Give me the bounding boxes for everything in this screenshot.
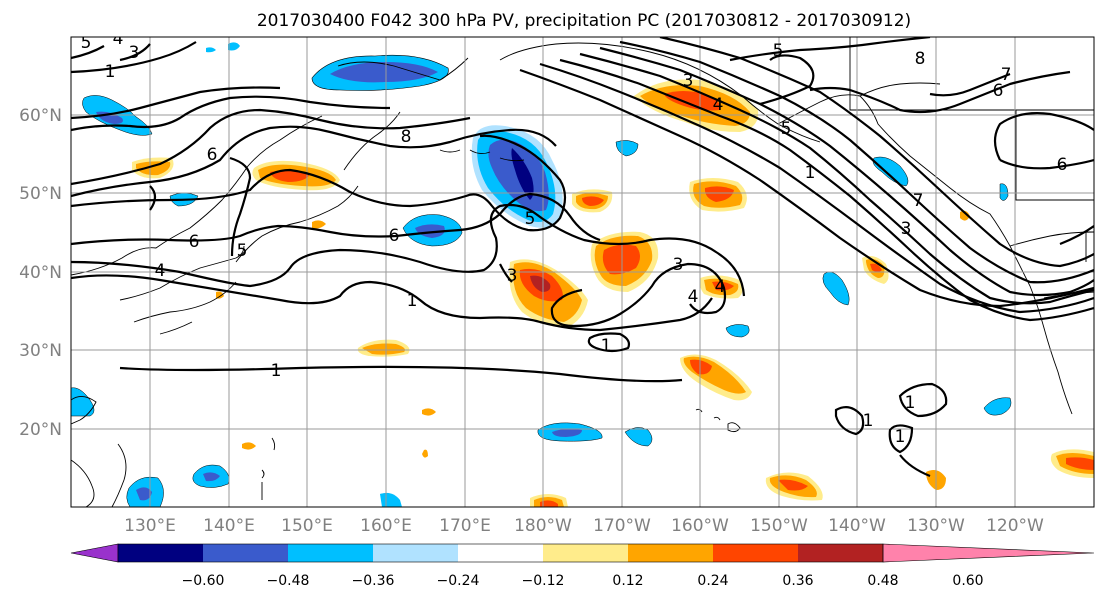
lon-label: 130°W [907, 516, 965, 536]
colorbar-tick-label: −0.36 [352, 573, 395, 589]
colorbar-tick-label: −0.24 [437, 573, 480, 589]
contour-label: 4 [688, 287, 699, 307]
lon-label: 140°E [203, 516, 255, 536]
lon-label: 170°W [593, 516, 651, 536]
colorbar-segment [543, 544, 628, 562]
lon-label: 170°E [439, 516, 491, 536]
contour-label: 7 [1001, 65, 1012, 85]
contour-label: 6 [207, 145, 218, 165]
colorbar-tick-label: 0.24 [697, 573, 728, 589]
contour-label: 3 [507, 266, 518, 286]
colorbar-segment [373, 544, 458, 562]
longitude-labels: 130°E 140°E 150°E 160°E 170°E 180°W 170°… [124, 516, 1044, 536]
contour-label: 1 [805, 163, 816, 183]
contour-label: 7 [913, 191, 924, 211]
lon-label: 160°E [360, 516, 412, 536]
colorbar-segment [798, 544, 883, 562]
lon-label: 150°W [750, 516, 808, 536]
map-frame [70, 36, 1095, 508]
contour-label: 8 [915, 49, 926, 69]
contour-label: 6 [189, 232, 200, 252]
colorbar-frame [117, 543, 884, 563]
contour-label: 5 [237, 241, 248, 261]
contour-label: 5 [773, 41, 784, 61]
colorbar-segment [288, 544, 373, 562]
colorbar-segment [118, 544, 203, 562]
colorbar-tick-label: −0.48 [267, 573, 310, 589]
colorbar: −0.60 −0.48 −0.36 −0.24 −0.12 0.12 0.24 … [70, 543, 1095, 589]
lat-label-40n: 40°N [19, 263, 62, 283]
colorbar-tick-label: 0.48 [867, 573, 898, 589]
colorbar-segment [458, 544, 543, 562]
contour-label: 1 [905, 393, 916, 413]
contour-label: 5 [525, 209, 536, 229]
lon-label: 160°W [671, 516, 729, 536]
precipitation-pc-shading [71, 42, 1094, 507]
lon-label: 150°E [281, 516, 333, 536]
map-panel: 5 4 3 1 6 5 4 6 8 6 7 6 5 4 3 1 7 5 3 8 [70, 29, 1095, 508]
contour-label: 4 [713, 95, 724, 115]
lat-label-30n: 30°N [19, 341, 62, 361]
contour-label: 3 [683, 71, 694, 91]
contour-label: 3 [129, 43, 140, 63]
colorbar-tick-label: 0.12 [612, 573, 643, 589]
contour-label: 1 [895, 427, 906, 447]
lon-label: 140°W [828, 516, 886, 536]
colorbar-segment [203, 544, 288, 562]
lat-label-60n: 60°N [19, 106, 62, 126]
colorbar-extend-min [70, 543, 119, 563]
lon-label: 120°W [986, 516, 1044, 536]
pv-contours [71, 37, 1094, 478]
lat-label-50n: 50°N [19, 184, 62, 204]
contour-label: 6 [993, 81, 1004, 101]
colorbar-segment [713, 544, 798, 562]
contour-label: 4 [113, 29, 124, 49]
contour-label: 3 [901, 219, 912, 239]
contour-label: 6 [1057, 155, 1068, 175]
lon-label: 130°E [124, 516, 176, 536]
contour-label: 5 [781, 119, 792, 139]
contour-label: 1 [407, 291, 418, 311]
contour-label: 4 [715, 277, 726, 297]
contour-label: 1 [271, 361, 282, 381]
contour-label: 1 [863, 411, 874, 431]
colorbar-segment [628, 544, 713, 562]
contour-label: 1 [601, 336, 612, 356]
colorbar-tick-label: 0.36 [782, 573, 813, 589]
contour-label: 8 [401, 127, 412, 147]
colorbar-tick-label: 0.60 [952, 573, 983, 589]
latitude-labels: 20°N 30°N 40°N 50°N 60°N [19, 106, 62, 440]
contour-label: 6 [389, 226, 400, 246]
lat-label-20n: 20°N [19, 420, 62, 440]
lon-label: 180°W [514, 516, 572, 536]
figure-title: 2017030400 F042 300 hPa PV, precipitatio… [257, 11, 911, 31]
colorbar-extend-max [882, 543, 1095, 563]
contour-label: 5 [81, 33, 92, 53]
contour-label: 3 [673, 255, 684, 275]
contour-label: 4 [155, 261, 166, 281]
colorbar-tick-label: −0.12 [522, 573, 565, 589]
pv-contour-labels: 5 4 3 1 6 5 4 6 8 6 7 6 5 4 3 1 7 5 3 8 [81, 29, 1068, 447]
contour-label: 1 [105, 62, 116, 82]
colorbar-tick-label: −0.60 [182, 573, 225, 589]
